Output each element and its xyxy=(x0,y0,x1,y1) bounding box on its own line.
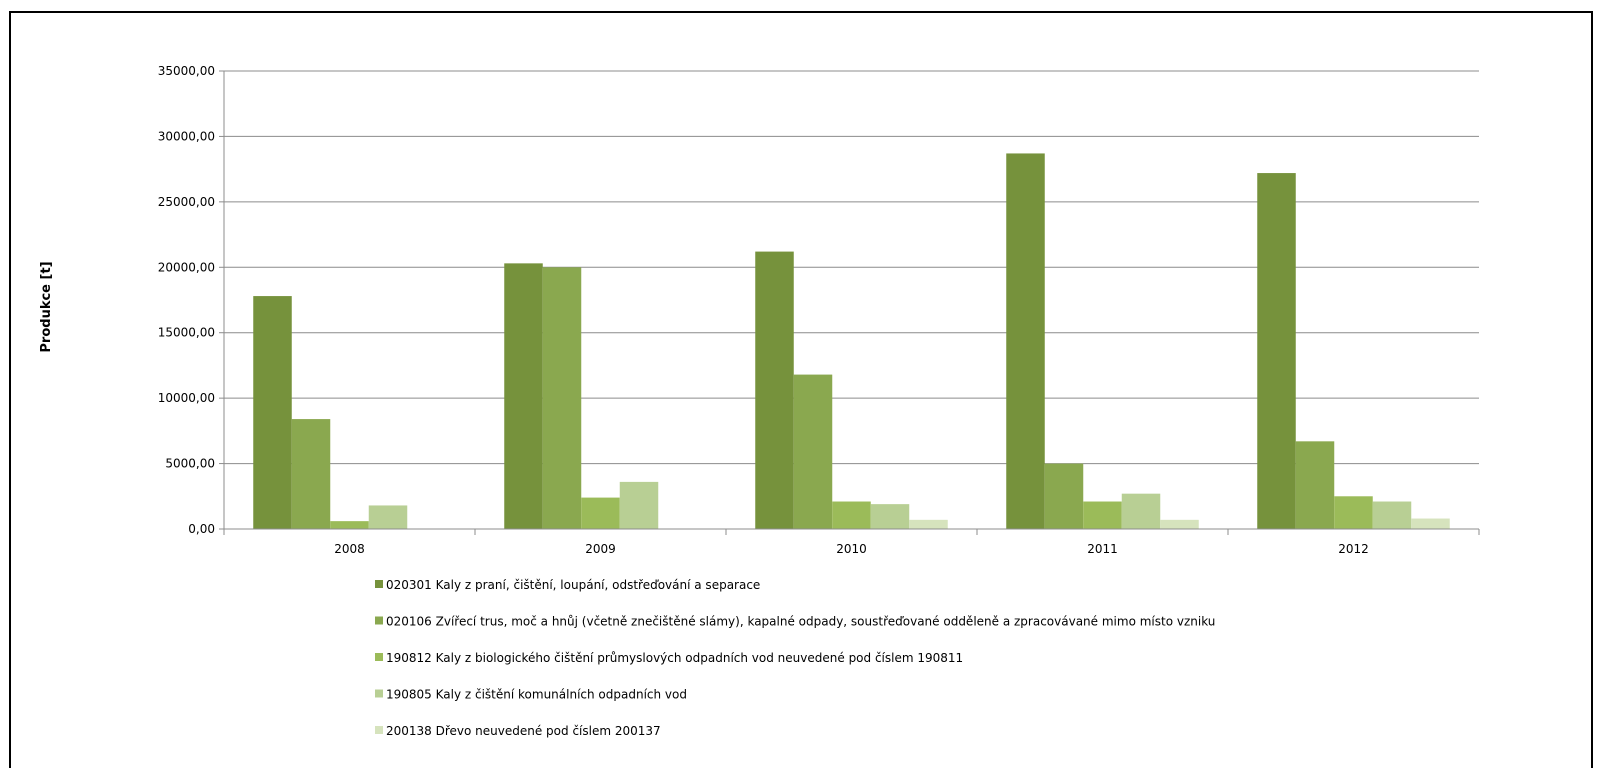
x-tick-label: 2009 xyxy=(585,542,616,556)
bar xyxy=(542,267,582,529)
bars xyxy=(253,153,1450,529)
bar xyxy=(909,519,948,529)
bar-chart: 0,00 5000,00 10000,00 15000,00 20000,00 25000… xyxy=(39,64,1480,738)
legend-swatch xyxy=(375,726,383,734)
x-tick-label: 2010 xyxy=(836,542,867,556)
y-tick-label: 0,00 xyxy=(188,522,215,536)
bar xyxy=(1372,501,1412,529)
bar xyxy=(330,521,369,529)
y-axis: 0,00 5000,00 10000,00 15000,00 20000,00 25000… xyxy=(158,64,225,536)
y-tick-label: 15000,00 xyxy=(158,326,215,340)
y-tick-label: 35000,00 xyxy=(158,64,215,78)
bar xyxy=(755,251,794,529)
y-tick-label: 30000,00 xyxy=(158,129,215,143)
x-tick-label: 2008 xyxy=(334,542,365,556)
bar xyxy=(1257,173,1296,529)
bar xyxy=(1334,496,1373,529)
bar xyxy=(581,497,620,529)
y-tick-label: 10000,00 xyxy=(158,391,215,405)
legend-label: 190805 Kaly z čištění komunálních odpadn… xyxy=(386,688,687,702)
bar xyxy=(1411,518,1450,529)
bar xyxy=(504,263,543,529)
y-tick-label: 5000,00 xyxy=(165,457,215,471)
bar xyxy=(793,374,833,529)
bar xyxy=(1160,519,1199,529)
bar xyxy=(291,419,331,529)
bar xyxy=(832,501,871,529)
legend: 020301 Kaly z praní, čištění, loupání, o… xyxy=(375,578,1215,738)
bar xyxy=(1083,501,1122,529)
y-axis-label: Produkce [t] xyxy=(39,261,54,352)
legend-swatch xyxy=(375,616,383,625)
bar xyxy=(253,296,292,529)
bar xyxy=(1121,493,1161,529)
legend-swatch xyxy=(375,653,383,661)
gridlines xyxy=(224,70,1479,530)
x-axis: 2008 2009 2010 2011 2012 xyxy=(223,528,1480,556)
bar xyxy=(619,481,659,529)
legend-swatch xyxy=(375,689,383,698)
bar xyxy=(1044,463,1084,529)
y-tick-label: 20000,00 xyxy=(158,260,215,274)
legend-label: 190812 Kaly z biologického čištění průmy… xyxy=(386,651,963,665)
legend-swatch xyxy=(375,580,383,588)
legend-label: 020301 Kaly z praní, čištění, loupání, o… xyxy=(386,578,760,592)
y-tick-label: 25000,00 xyxy=(158,195,215,209)
legend-label: 200138 Dřevo neuvedené pod číslem 200137 xyxy=(386,724,661,738)
x-tick-label: 2011 xyxy=(1087,542,1118,556)
bar xyxy=(870,504,910,529)
legend-label: 020106 Zvířecí trus, moč a hnůj (včetně … xyxy=(386,615,1215,629)
bar xyxy=(1006,153,1045,529)
bar xyxy=(368,505,408,529)
x-tick-label: 2012 xyxy=(1338,542,1369,556)
chart-frame: 0,00 5000,00 10000,00 15000,00 20000,00 25000… xyxy=(9,11,1593,768)
bar xyxy=(1295,441,1335,529)
